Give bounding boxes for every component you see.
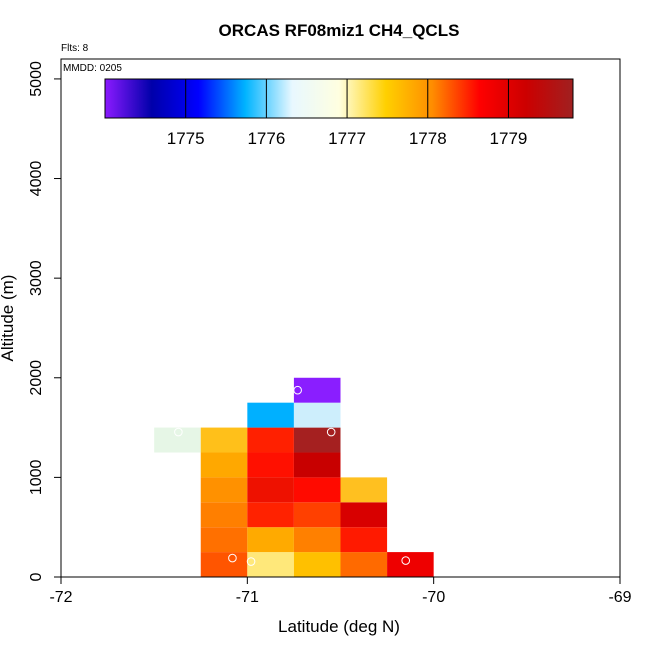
data-point-3 [293, 385, 302, 395]
y-tick-label-1: 1000 [28, 459, 45, 495]
heatmap-cell-15 [293, 527, 341, 553]
data-point-4 [174, 427, 183, 437]
heatmap-cell-0 [154, 427, 201, 453]
heatmap-cell-17 [293, 477, 341, 503]
heatmap-cell-6 [200, 427, 248, 453]
heatmap-cell-8 [247, 527, 294, 553]
heatmap-cell-9 [247, 502, 294, 528]
plot-frame [60, 58, 621, 578]
heatmap-cell-2 [200, 527, 248, 553]
y-tick-label-4: 4000 [28, 161, 45, 197]
colorbar-tick-label-2: 1777 [328, 129, 366, 148]
heatmap-cell-16 [293, 502, 341, 528]
y-tick-label-2: 2000 [28, 360, 45, 396]
x-tick-label-1: -71 [236, 589, 259, 606]
heatmap-cell-10 [247, 477, 294, 503]
colorbar [104, 78, 574, 119]
chart-title: ORCAS RF08miz1 CH4_QCLS [219, 21, 460, 40]
data-point-2 [401, 556, 411, 565]
y-tick-label-0: 0 [28, 572, 45, 581]
observation-points [174, 385, 411, 566]
colorbar-tick-label-0: 1775 [167, 129, 205, 148]
heatmap-cell-11 [247, 452, 294, 478]
heatmap-cell-3 [200, 502, 248, 528]
colorbar-tick-label-4: 1779 [490, 129, 528, 148]
x-tick-label-2: -70 [422, 589, 445, 606]
colorbar-ticks: 1775 1776 1777 1778 1779 [167, 79, 528, 148]
y-axis-label: Altitude (m) [0, 275, 17, 362]
y-tick-label-5: 5000 [28, 61, 45, 97]
heatmap-cell-19 [293, 427, 341, 453]
heatmap-cell-7 [247, 552, 294, 577]
heatmap-cell-25 [340, 477, 388, 503]
x-tick-label-3: -69 [608, 589, 631, 606]
heatmap-cell-5 [200, 452, 248, 478]
heatmap-cell-18 [293, 452, 341, 478]
heatmap-cells [154, 377, 434, 577]
x-axis: -72 -71 -70 -69 [49, 577, 632, 606]
heatmap-cell-14 [293, 552, 341, 577]
colorbar-tick-label-1: 1776 [247, 129, 285, 148]
heatmap-cell-20 [293, 402, 341, 428]
heatmap-cell-1 [200, 552, 248, 577]
colorbar-tick-label-3: 1778 [409, 129, 447, 148]
heatmap-cell-4 [200, 477, 248, 503]
heatmap-cell-12 [247, 427, 294, 453]
mmdd-label: MMDD: 0205 [63, 63, 122, 74]
x-tick-label-0: -72 [49, 589, 72, 606]
data-point-0 [228, 553, 237, 563]
data-point-5 [326, 427, 336, 437]
heatmap-cell-26 [387, 552, 434, 577]
heatmap-cell-22 [340, 552, 388, 577]
flights-count: Flts: 8 [61, 43, 89, 54]
y-tick-label-3: 3000 [28, 260, 45, 296]
heatmap-cell-13 [247, 402, 294, 428]
heatmap-cell-23 [340, 527, 388, 553]
heatmap-cell-21 [293, 377, 341, 403]
heatmap-cell-24 [340, 502, 388, 528]
data-point-1 [246, 557, 256, 566]
x-axis-label: Latitude (deg N) [278, 617, 400, 636]
y-axis: 0 1000 2000 3000 4000 5000 [28, 61, 61, 581]
